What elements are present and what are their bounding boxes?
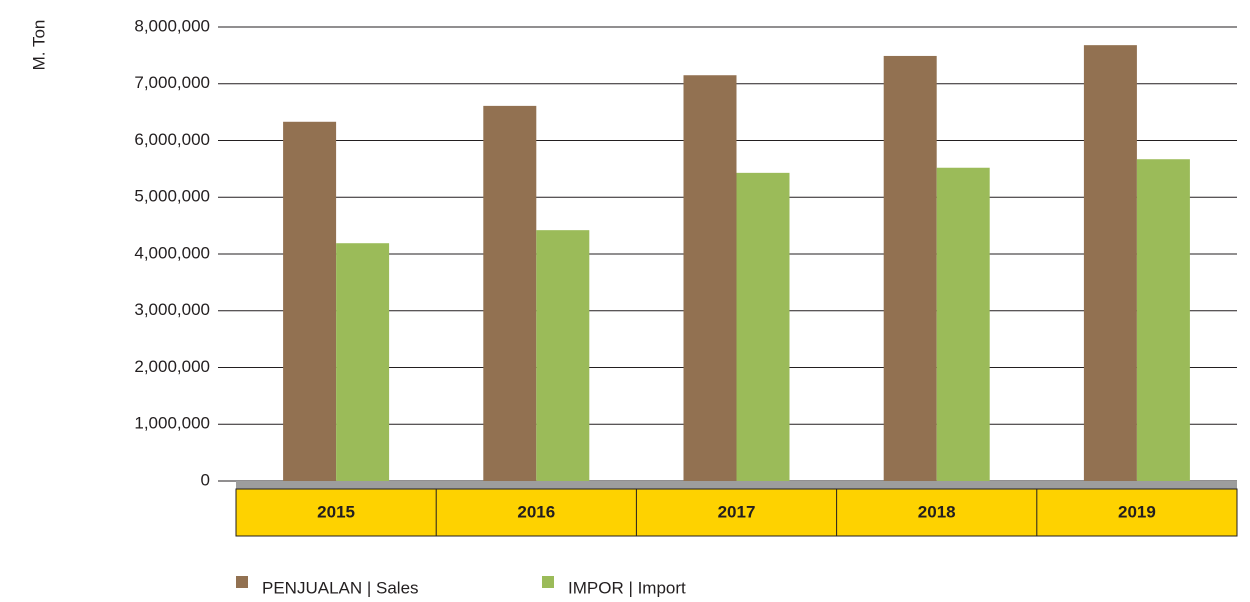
y-axis-label: M. Ton [29,20,48,71]
bar [536,230,590,481]
bar [283,121,337,482]
bar [736,172,790,481]
y-tick-label: 1,000,000 [134,414,210,433]
bar [936,167,990,482]
y-tick-label: 2,000,000 [134,357,210,376]
x-tick-label: 2015 [317,502,355,521]
bar [883,55,937,481]
y-tick-label: 5,000,000 [134,187,210,206]
y-tick-label: 7,000,000 [134,73,210,92]
y-tick-label: 4,000,000 [134,243,210,262]
legend-swatch [236,576,248,588]
category-band [235,488,1238,537]
bar [336,243,390,481]
bar [483,105,537,481]
y-tick-label: 0 [201,470,210,489]
y-tick-label: 6,000,000 [134,130,210,149]
legend-label: PENJUALAN | Sales [262,578,419,597]
bar [1136,159,1190,482]
y-tick-label: 8,000,000 [134,16,210,35]
axis-strip [236,481,1237,489]
bar [683,75,737,482]
x-tick-label: 2016 [517,502,555,521]
legend-swatch [542,576,554,588]
x-tick-label: 2019 [1118,502,1156,521]
x-tick-label: 2018 [918,502,956,521]
bar [1083,45,1137,481]
legend-label: IMPOR | Import [568,578,686,597]
y-tick-label: 3,000,000 [134,300,210,319]
x-tick-label: 2017 [718,502,756,521]
